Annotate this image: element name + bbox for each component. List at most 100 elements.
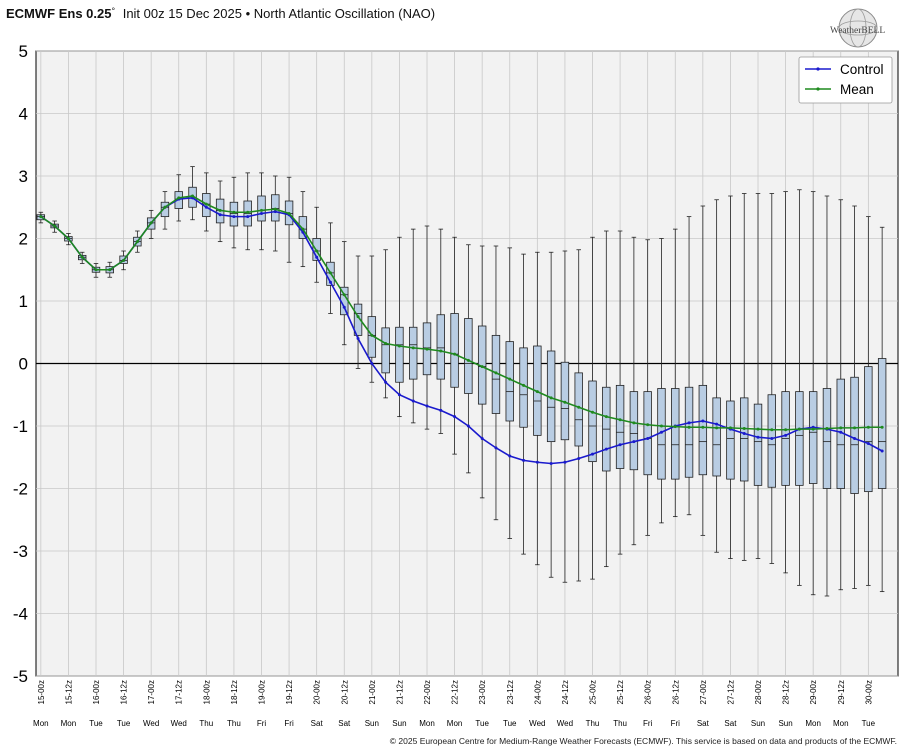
box — [395, 326, 404, 383]
x-tick-label: 15-12z — [64, 680, 73, 704]
init-time: Init 00z 15 Dec 2025 — [122, 6, 242, 21]
day-label: Tue — [862, 719, 876, 728]
control-point — [853, 437, 857, 440]
mean-point — [425, 347, 429, 351]
x-tick-label: 23-00z — [478, 680, 487, 704]
control-point — [384, 380, 388, 384]
box — [298, 216, 308, 239]
mean-point — [328, 271, 332, 275]
x-tick-label: 29-12z — [837, 680, 846, 704]
control-point — [701, 419, 705, 423]
mean-point — [246, 210, 250, 214]
mean-point — [135, 240, 139, 244]
box — [643, 391, 652, 476]
day-label: Sun — [365, 719, 379, 728]
day-label: Fri — [284, 719, 294, 728]
box — [381, 327, 390, 374]
x-tick-label: 26-12z — [671, 680, 680, 704]
box — [436, 314, 445, 380]
x-tick-label: 28-12z — [782, 680, 791, 704]
control-point — [591, 452, 595, 456]
control-point — [453, 415, 457, 419]
control-point — [756, 435, 760, 439]
x-tick-label: 21-12z — [395, 680, 404, 704]
x-tick-label: 28-00z — [754, 680, 763, 704]
day-label: Thu — [227, 719, 241, 728]
control-point — [411, 399, 415, 403]
degree-mark: ° — [111, 6, 116, 16]
control-point — [508, 454, 512, 458]
mean-point — [742, 427, 746, 430]
mean-point — [80, 255, 84, 259]
control-point — [839, 430, 843, 434]
control-point — [466, 424, 470, 428]
day-label: Mon — [805, 719, 821, 728]
x-tick-label: 26-00z — [644, 680, 653, 704]
x-tick-label: 30-00z — [864, 680, 873, 704]
mean-point — [811, 427, 815, 431]
index-name: North Atlantic Oscillation (NAO) — [253, 6, 436, 21]
mean-point — [535, 390, 539, 394]
mean-point — [342, 293, 346, 297]
box — [822, 388, 832, 489]
chart-title: ECMWF Ens 0.25° Init 00z 15 Dec 2025 • N… — [6, 6, 435, 21]
control-point — [687, 421, 691, 425]
day-label: Mon — [61, 719, 77, 728]
mean-point — [646, 423, 650, 427]
mean-point — [439, 349, 443, 353]
mean-point — [356, 315, 360, 319]
x-tick-label: 24-12z — [561, 680, 570, 704]
box — [588, 380, 597, 463]
mean-point — [715, 426, 719, 430]
mean-point — [866, 425, 870, 429]
day-label: Thu — [199, 719, 213, 728]
box — [850, 376, 859, 494]
legend-label: Control — [840, 62, 884, 77]
mean-point — [756, 427, 760, 431]
x-tick-label: 20-00z — [313, 680, 322, 704]
day-label: Thu — [586, 719, 600, 728]
box — [712, 397, 721, 477]
mean-point — [591, 410, 595, 414]
mean-point — [632, 421, 636, 425]
mean-point — [577, 405, 581, 409]
x-tick-label: 21-00z — [368, 680, 377, 704]
x-tick-label: 19-12z — [285, 680, 294, 704]
day-label: Sat — [311, 719, 324, 728]
mean-point — [204, 202, 208, 206]
box — [767, 394, 776, 488]
y-tick-label: -3 — [13, 542, 28, 561]
control-point — [646, 437, 650, 440]
mean-point — [839, 426, 843, 430]
mean-line — [40, 195, 883, 431]
mean-point — [673, 425, 677, 429]
box — [519, 347, 528, 428]
legend-marker — [816, 87, 820, 91]
mean-point — [659, 424, 663, 428]
x-tick-label: 17-12z — [175, 680, 184, 704]
box — [864, 366, 873, 493]
day-label: Wed — [557, 719, 573, 728]
x-tick-label: 16-12z — [120, 680, 129, 704]
box — [229, 201, 239, 227]
control-point — [880, 449, 884, 453]
mean-point — [701, 425, 705, 429]
x-tick-label: 23-12z — [506, 680, 515, 704]
y-tick-label: -4 — [13, 605, 28, 624]
day-label: Wed — [171, 719, 187, 728]
mean-point — [301, 227, 305, 231]
x-tick-label: 22-00z — [423, 680, 432, 704]
day-label: Wed — [529, 719, 545, 728]
day-label: Sun — [392, 719, 406, 728]
box — [615, 384, 625, 469]
x-tick-label: 24-00z — [533, 680, 542, 704]
mean-point — [39, 215, 43, 219]
mean-point — [94, 268, 98, 272]
day-label: Fri — [643, 719, 653, 728]
control-point — [494, 446, 498, 450]
day-label: Sat — [724, 719, 737, 728]
mean-point — [177, 196, 181, 200]
y-tick-label: 2 — [19, 230, 28, 249]
box — [671, 388, 680, 480]
